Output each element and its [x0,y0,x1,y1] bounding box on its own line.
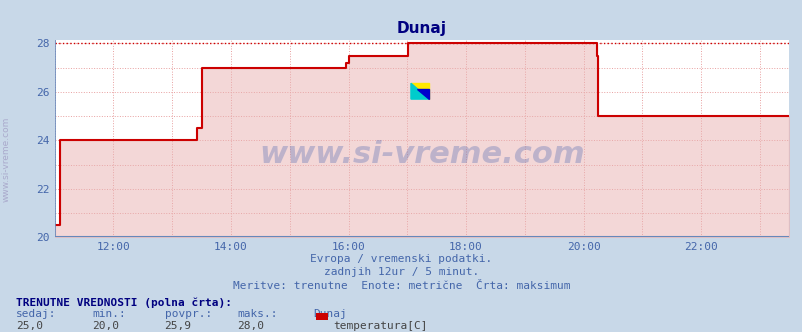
Polygon shape [416,89,429,99]
Text: temperatura[C]: temperatura[C] [333,321,427,331]
Text: www.si-vreme.com: www.si-vreme.com [259,140,584,169]
Text: Evropa / vremenski podatki.: Evropa / vremenski podatki. [310,254,492,264]
Text: 25,9: 25,9 [164,321,192,331]
Title: Dunaj: Dunaj [396,21,447,36]
Text: povpr.:: povpr.: [164,309,212,319]
Text: Dunaj: Dunaj [313,309,346,319]
Text: www.si-vreme.com: www.si-vreme.com [2,117,11,202]
Text: 25,0: 25,0 [16,321,43,331]
Text: maks.:: maks.: [237,309,277,319]
Polygon shape [411,83,429,99]
Polygon shape [411,83,429,99]
Text: 20,0: 20,0 [92,321,119,331]
Text: sedaj:: sedaj: [16,309,56,319]
Text: TRENUTNE VREDNOSTI (polna črta):: TRENUTNE VREDNOSTI (polna črta): [16,297,232,308]
Text: Meritve: trenutne  Enote: metrične  Črta: maksimum: Meritve: trenutne Enote: metrične Črta: … [233,281,569,290]
Text: min.:: min.: [92,309,126,319]
Text: zadnjih 12ur / 5 minut.: zadnjih 12ur / 5 minut. [323,267,479,277]
Text: 28,0: 28,0 [237,321,264,331]
